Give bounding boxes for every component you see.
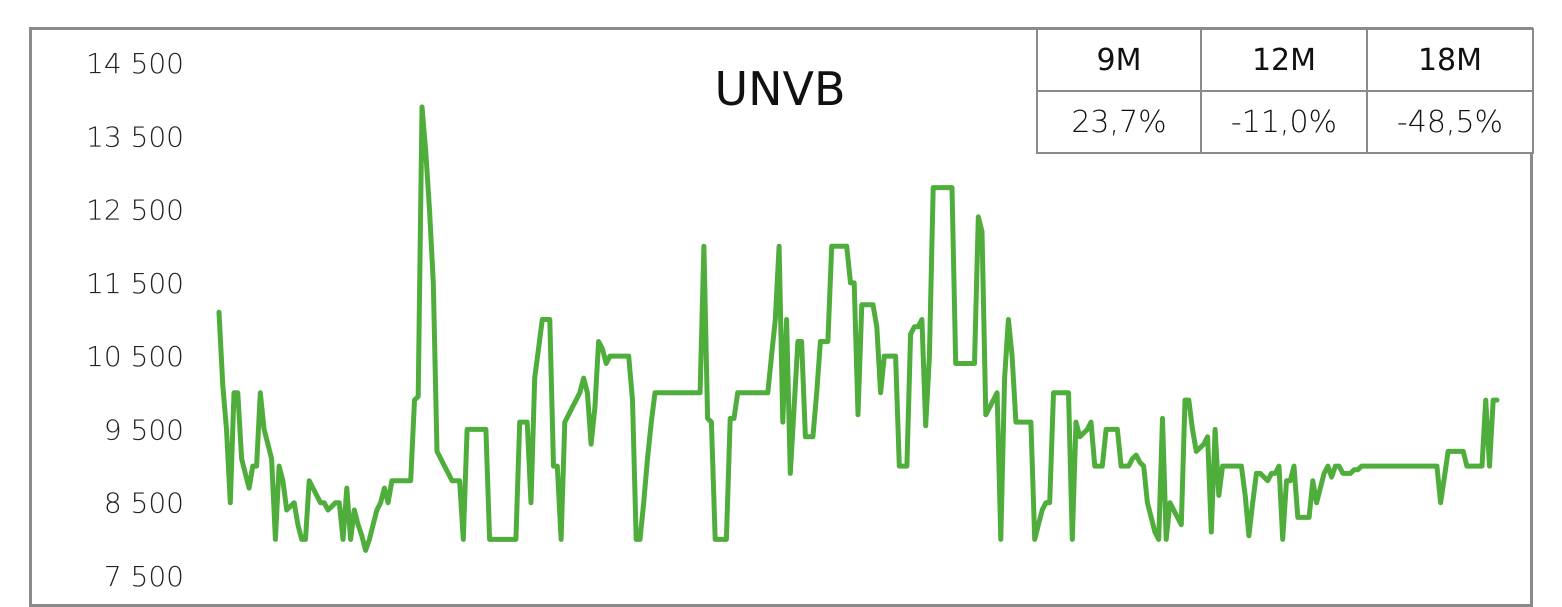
y-tick-label: 12 500 (86, 194, 184, 227)
y-tick-label: 11 500 (86, 267, 184, 300)
y-axis: 7 500 8 500 9 500 10 500 11 500 12 500 13 500 1… (86, 47, 184, 593)
y-tick-label: 7 500 (104, 560, 184, 593)
period-header-18m: 18M (1366, 28, 1534, 92)
y-tick-label: 10 500 (86, 340, 184, 373)
series-layer (216, 104, 1500, 553)
period-header-12m: 12M (1200, 28, 1368, 92)
y-tick-label: 13 500 (86, 120, 184, 153)
period-value-12m: -11,0% (1200, 90, 1368, 154)
chart-title: UNVB (714, 62, 845, 116)
line-chart: 7 500 8 500 9 500 10 500 11 500 12 500 13 500 1… (86, 47, 1500, 593)
price-series-line (216, 104, 1500, 553)
period-header-9m: 9M (1036, 28, 1202, 92)
period-value-9m: 23,7% (1036, 90, 1202, 154)
performance-table: 9M 12M 18M 23,7% -11,0% -48,5% (1036, 28, 1534, 154)
performance-header-row: 9M 12M 18M (1036, 28, 1534, 92)
y-tick-label: 8 500 (104, 487, 184, 520)
period-value-18m: -48,5% (1366, 90, 1534, 154)
performance-value-row: 23,7% -11,0% -48,5% (1036, 90, 1534, 154)
y-tick-label: 9 500 (104, 413, 184, 446)
y-tick-label: 14 500 (86, 47, 184, 80)
